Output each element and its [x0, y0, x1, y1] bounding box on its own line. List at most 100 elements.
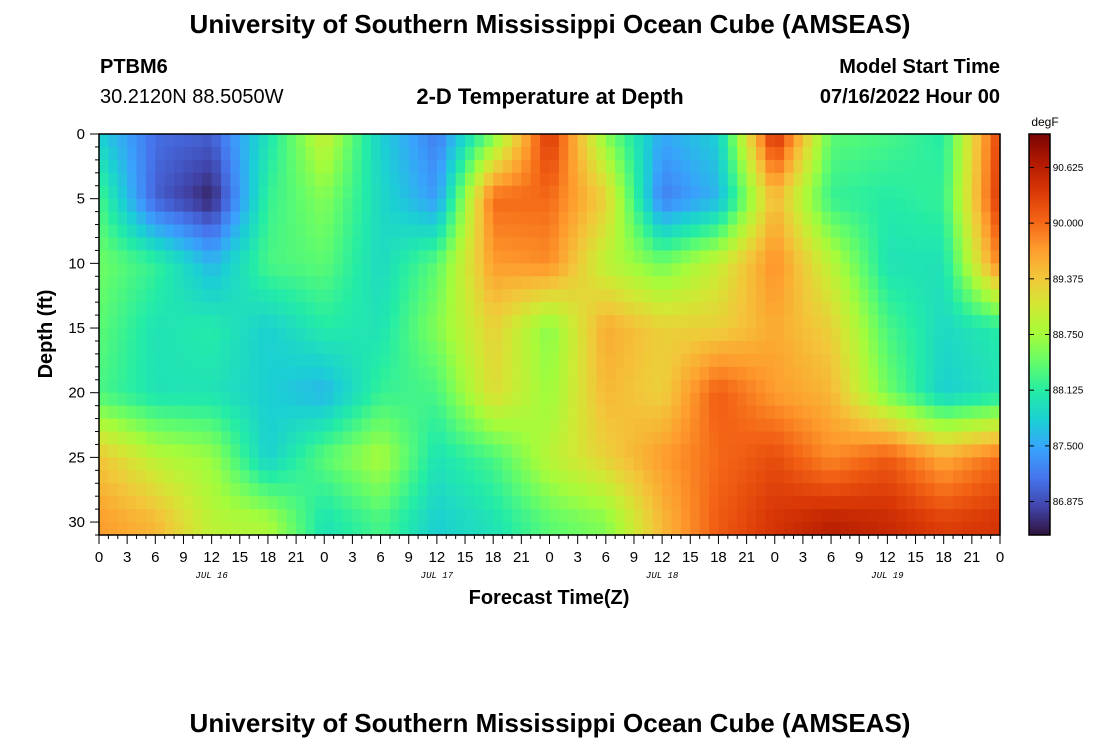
heatmap-cell — [812, 302, 823, 316]
heatmap-cell — [183, 328, 194, 342]
heatmap-cell — [164, 496, 175, 510]
heatmap-cell — [549, 276, 560, 290]
heatmap-cell — [877, 159, 888, 174]
heatmap-cell — [840, 328, 851, 342]
heatmap-cell — [727, 185, 738, 200]
heatmap-cell — [305, 483, 316, 497]
heatmap-cell — [446, 289, 457, 303]
heatmap-cell — [408, 496, 419, 510]
heatmap-cell — [324, 353, 335, 368]
heatmap-cell — [211, 237, 222, 252]
heatmap-cell — [849, 328, 860, 342]
heatmap-cell — [680, 185, 691, 200]
heatmap-cell — [558, 522, 569, 536]
heatmap-cell — [755, 353, 766, 368]
heatmap-cell — [915, 198, 926, 213]
heatmap-cell — [549, 366, 560, 381]
heatmap-cell — [624, 315, 635, 329]
heatmap-cell — [249, 315, 260, 329]
heatmap-cell — [521, 470, 532, 484]
heatmap-cell — [277, 302, 288, 316]
heatmap-cell — [164, 431, 175, 446]
heatmap-cell — [652, 185, 663, 200]
heatmap-cell — [596, 237, 607, 252]
heatmap-cell — [333, 250, 344, 264]
x-tick-label: 3 — [123, 549, 131, 566]
heatmap-cell — [605, 237, 616, 252]
heatmap-cell — [286, 198, 297, 213]
heatmap-cells — [99, 134, 1001, 536]
heatmap-cell — [577, 444, 588, 458]
heatmap-cell — [483, 185, 494, 200]
heatmap-cell — [906, 431, 917, 446]
heatmap-cell — [108, 315, 119, 329]
heatmap-cell — [755, 134, 766, 148]
heatmap-cell — [934, 224, 945, 239]
heatmap-cell — [249, 509, 260, 523]
heatmap-cell — [389, 496, 400, 510]
heatmap-cell — [953, 237, 964, 252]
heatmap-cell — [680, 366, 691, 381]
heatmap-cell — [211, 224, 222, 239]
heatmap-cell — [352, 224, 363, 239]
heatmap-cell — [127, 250, 138, 264]
heatmap-cell — [427, 522, 438, 536]
heatmap-cell — [877, 509, 888, 523]
heatmap-cell — [530, 159, 541, 174]
heatmap-cell — [183, 405, 194, 420]
heatmap-cell — [831, 444, 842, 458]
heatmap-cell — [652, 522, 663, 536]
heatmap-cell — [436, 237, 447, 252]
heatmap-cell — [896, 276, 907, 290]
heatmap-cell — [727, 431, 738, 446]
heatmap-cell — [840, 134, 851, 148]
heatmap-cell — [652, 353, 663, 368]
heatmap-cell — [896, 198, 907, 213]
heatmap-cell — [577, 134, 588, 148]
heatmap-cell — [296, 211, 307, 226]
heatmap-cell — [474, 198, 485, 213]
heatmap-cell — [690, 509, 701, 523]
heatmap-cell — [680, 483, 691, 497]
heatmap-cell — [286, 353, 297, 368]
heatmap-cell — [502, 328, 513, 342]
heatmap-cell — [305, 522, 316, 536]
heatmap-cell — [230, 224, 241, 239]
heatmap-cell — [399, 353, 410, 368]
heatmap-cell — [136, 237, 147, 252]
heatmap-cell — [587, 457, 598, 471]
heatmap-cell — [174, 379, 185, 394]
heatmap-cell — [981, 185, 992, 200]
heatmap-cell — [718, 211, 729, 226]
heatmap-cell — [239, 250, 250, 264]
heatmap-cell — [99, 340, 109, 355]
heatmap-cell — [502, 237, 513, 252]
heatmap-cell — [821, 522, 832, 536]
heatmap-cell — [296, 224, 307, 239]
heatmap-cell — [540, 237, 551, 252]
heatmap-cell — [389, 224, 400, 239]
heatmap-cell — [605, 392, 616, 407]
heatmap-cell — [709, 418, 720, 433]
colorbar-tick-label: 90.000 — [1053, 219, 1084, 230]
heatmap-cell — [849, 418, 860, 433]
heatmap-cell — [755, 522, 766, 536]
heatmap-cell — [652, 509, 663, 523]
heatmap-cell — [174, 146, 185, 161]
heatmap-cell — [774, 224, 785, 239]
heatmap-cell — [371, 172, 382, 187]
heatmap-cell — [136, 250, 147, 264]
heatmap-cell — [558, 211, 569, 226]
heatmap-cell — [324, 483, 335, 497]
heatmap-cell — [877, 302, 888, 316]
heatmap-cell — [877, 379, 888, 394]
heatmap-cell — [831, 353, 842, 368]
heatmap-cell — [671, 444, 682, 458]
heatmap-cell — [99, 289, 109, 303]
heatmap-cell — [192, 496, 203, 510]
heatmap-cell — [99, 353, 109, 368]
heatmap-cell — [671, 185, 682, 200]
heatmap-cell — [465, 134, 476, 148]
heatmap-cell — [164, 509, 175, 523]
heatmap-cell — [859, 328, 870, 342]
